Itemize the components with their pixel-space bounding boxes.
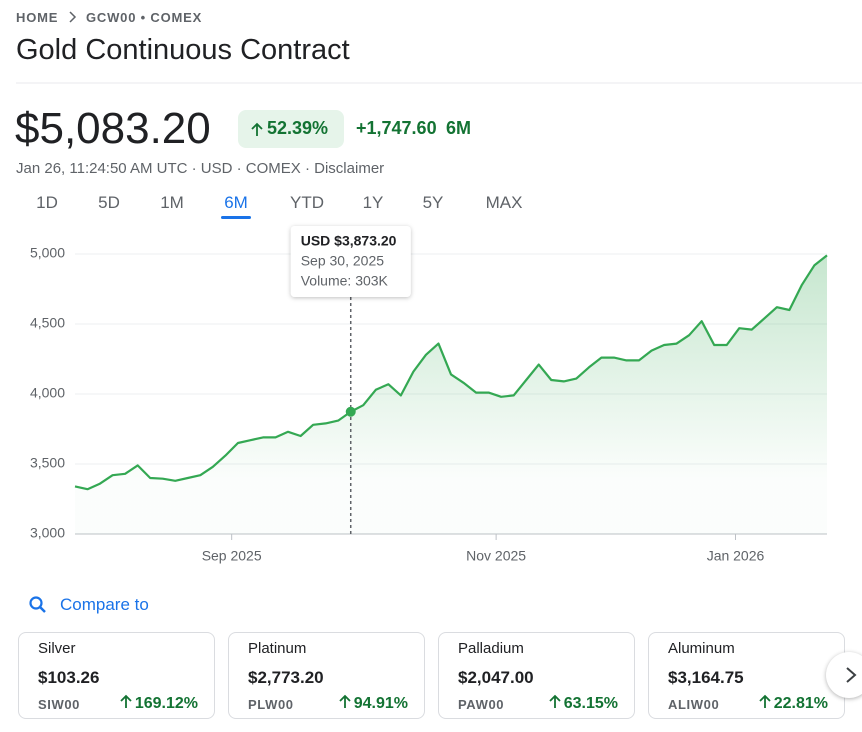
compare-card[interactable]: Aluminum $3,164.75 ALIW00 22.81% — [648, 632, 845, 719]
x-tick-label: Sep 2025 — [202, 548, 262, 564]
card-change: 63.15% — [548, 694, 618, 713]
quote-meta: Jan 26, 11:24:50 AM UTC · USD · COMEX · … — [16, 160, 385, 177]
card-symbol: PLW00 — [248, 697, 294, 712]
card-symbol: ALIW00 — [668, 697, 720, 712]
tooltip-date: Sep 30, 2025 — [301, 253, 385, 269]
next-button[interactable] — [826, 652, 862, 698]
up-arrow — [120, 694, 132, 708]
x-tick-label: Nov 2025 — [466, 548, 526, 564]
y-tick-label: 3,500 — [30, 455, 65, 471]
range-tab[interactable]: 1M — [160, 193, 184, 212]
y-tick-label: 5,000 — [30, 245, 65, 261]
card-name: Aluminum — [668, 640, 735, 657]
breadcrumb-home[interactable]: HOME — [16, 10, 59, 25]
card-symbol: SIW00 — [38, 697, 81, 712]
range-tab[interactable]: MAX — [485, 193, 523, 212]
tooltip-volume: Volume: 303K — [301, 273, 389, 289]
card-change: 22.81% — [758, 694, 828, 713]
card-name: Silver — [38, 640, 76, 657]
range-tab[interactable]: 1Y — [362, 193, 384, 212]
x-tick-label: Jan 2026 — [707, 548, 765, 564]
compare-label[interactable]: Compare to — [60, 595, 149, 614]
card-price: $2,047.00 — [458, 668, 534, 687]
change: +1,747.60 — [356, 118, 437, 138]
y-tick-label: 4,500 — [30, 315, 65, 331]
price-line — [74, 254, 828, 491]
tooltip — [290, 226, 411, 297]
change-period: 6M — [446, 118, 472, 138]
change-badge: 52.39% — [238, 110, 344, 148]
tab-underline — [221, 216, 251, 219]
change-percent: 52.39% — [267, 118, 329, 138]
up-arrow — [759, 694, 771, 708]
card-price: $2,773.20 — [248, 668, 324, 687]
tooltip-price: USD $3,873.20 — [301, 233, 397, 249]
range-tab[interactable]: YTD — [290, 193, 324, 212]
card-price: $103.26 — [38, 668, 100, 687]
price: $5,083.20 — [15, 104, 211, 153]
card-change: 169.12% — [119, 694, 198, 713]
breadcrumb-symbol: GCW00 • COMEX — [86, 10, 203, 25]
compare-card[interactable]: Palladium $2,047.00 PAW00 63.15% — [438, 632, 635, 719]
card-name: Platinum — [248, 640, 307, 657]
page-title: Gold Continuous Contract — [16, 34, 350, 66]
card-change: 94.91% — [338, 694, 408, 713]
y-tick-label: 3,000 — [30, 525, 65, 541]
range-tab[interactable]: 5Y — [422, 193, 444, 212]
compare-card[interactable]: Platinum $2,773.20 PLW00 94.91% — [228, 632, 425, 719]
card-symbol: PAW00 — [458, 697, 505, 712]
range-tab[interactable]: 6M — [224, 193, 248, 212]
hover-dot — [345, 406, 356, 417]
card-name: Palladium — [458, 640, 524, 657]
card-price: $3,164.75 — [668, 668, 744, 687]
range-tab[interactable]: 1D — [36, 193, 58, 212]
range-tab[interactable]: 5D — [98, 193, 120, 212]
compare-card[interactable]: Silver $103.26 SIW00 169.12% — [18, 632, 215, 719]
search-icon — [29, 596, 46, 613]
up-arrow — [251, 122, 263, 136]
up-arrow — [549, 694, 561, 708]
y-tick-label: 4,000 — [30, 385, 65, 401]
area — [75, 255, 827, 534]
up-arrow — [339, 694, 351, 708]
breadcrumb-chevron — [69, 11, 77, 23]
